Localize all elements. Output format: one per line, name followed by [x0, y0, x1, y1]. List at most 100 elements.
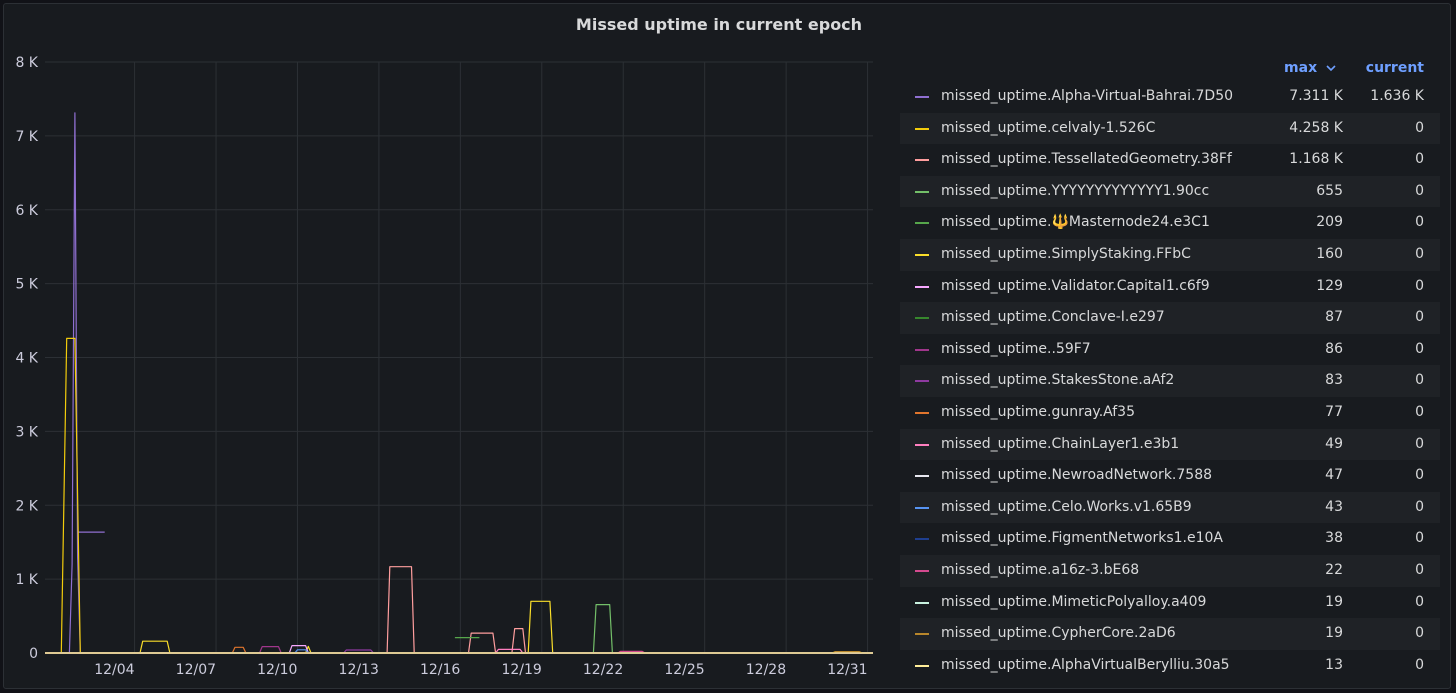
- legend-series-swatch[interactable]: [915, 127, 929, 130]
- legend-row[interactable]: missed_uptime.a16z-3.bE68 22 0: [900, 554, 1440, 587]
- legend-series-max: 160: [1316, 245, 1343, 262]
- legend-series-current: 0: [1415, 245, 1424, 262]
- legend-series-max: 49: [1325, 435, 1343, 452]
- legend-series-swatch[interactable]: [915, 411, 929, 414]
- legend-row[interactable]: missed_uptime.ChainLayer1.e3b1 49 0: [900, 428, 1440, 461]
- legend-series-name[interactable]: missed_uptime.a16z-3.bE68: [941, 561, 1140, 578]
- legend-row[interactable]: missed_uptime.StakesStone.aAf2 83 0: [900, 365, 1440, 397]
- legend-row[interactable]: missed_uptime.Validator.Capital1.c6f9 129…: [900, 271, 1440, 303]
- legend-row[interactable]: missed_uptime..59F7 86 0: [900, 334, 1440, 366]
- legend-header: max current: [900, 55, 1440, 81]
- x-tick-label: 12/28: [746, 662, 786, 678]
- legend-series-current: 0: [1415, 119, 1424, 136]
- legend-row[interactable]: missed_uptime.celvaly-1.526C 4.258 K 0: [900, 112, 1440, 145]
- legend-series-swatch[interactable]: [915, 443, 929, 446]
- legend-row[interactable]: missed_uptime.gunray.Af35 77 0: [900, 397, 1440, 429]
- legend-series-max: 7.311 K: [1289, 88, 1343, 104]
- legend-row[interactable]: missed_uptime.Alpha-Virtual-Bahrai.7D50 7…: [900, 81, 1440, 113]
- legend-series-current: 1.636 K: [1370, 88, 1424, 104]
- series-line[interactable]: [45, 603, 873, 654]
- legend-row[interactable]: missed_uptime.🔱Masternode24.e3C1 209 0: [900, 207, 1440, 239]
- series-line[interactable]: [45, 566, 873, 654]
- legend-series-swatch[interactable]: [915, 506, 929, 509]
- legend-series-current: 0: [1415, 403, 1424, 420]
- legend-row[interactable]: missed_uptime.YYYYYYYYYYYYY1.90cc 655 0: [900, 175, 1440, 208]
- x-tick-label: 12/13: [339, 662, 379, 678]
- x-tick-label: 12/19: [501, 662, 541, 678]
- legend-series-swatch[interactable]: [915, 190, 929, 193]
- legend-series-swatch[interactable]: [915, 222, 929, 225]
- legend-series-name[interactable]: missed_uptime.NewroadNetwork.7588: [941, 467, 1213, 484]
- legend-series-name[interactable]: missed_uptime.Validator.Capital1.c6f9: [941, 277, 1210, 294]
- legend-row[interactable]: missed_uptime.NewroadNetwork.7588 47 0: [900, 460, 1440, 492]
- legend-row[interactable]: missed_uptime.CypherCore.2aD6 19 0: [900, 618, 1440, 650]
- legend-series-current: 0: [1415, 214, 1424, 231]
- legend-series-swatch[interactable]: [915, 633, 929, 636]
- legend-series-name[interactable]: missed_uptime.FigmentNetworks1.e10A: [941, 530, 1223, 547]
- y-tick-label: 1 K: [15, 572, 38, 588]
- legend-series-name[interactable]: missed_uptime.TessellatedGeometry.38Ff: [941, 151, 1232, 168]
- legend-series-name[interactable]: missed_uptime.StakesStone.aAf2: [941, 372, 1175, 389]
- legend-series-name[interactable]: missed_uptime.YYYYYYYYYYYYY1.90cc: [941, 182, 1210, 199]
- legend-row[interactable]: missed_uptime.TessellatedGeometry.38Ff 1.…: [900, 144, 1440, 176]
- legend-series-swatch[interactable]: [915, 664, 929, 667]
- legend-row[interactable]: missed_uptime.Celo.Works.v1.65B9 43 0: [900, 491, 1440, 524]
- legend-series-swatch[interactable]: [915, 348, 929, 351]
- y-tick-label: 3 K: [15, 424, 38, 440]
- legend-series-swatch[interactable]: [915, 285, 929, 288]
- legend-series-name[interactable]: missed_uptime.celvaly-1.526C: [941, 119, 1156, 136]
- legend-row[interactable]: missed_uptime.SimplyStaking.FFbC 160 0: [900, 238, 1440, 271]
- legend-series-name[interactable]: missed_uptime.Celo.Works.v1.65B9: [941, 498, 1192, 515]
- legend-series-swatch[interactable]: [915, 317, 929, 320]
- legend-rows: missed_uptime.Alpha-Virtual-Bahrai.7D50 7…: [900, 81, 1440, 681]
- legend-row[interactable]: missed_uptime.MimeticPolyalloy.a409 19 0: [900, 587, 1440, 619]
- legend-row[interactable]: missed_uptime.Conclave-I.e297 87 0: [900, 302, 1440, 334]
- legend-series-name[interactable]: missed_uptime.Conclave-I.e297: [941, 309, 1165, 326]
- legend-series-name[interactable]: missed_uptime.CypherCore.2aD6: [941, 625, 1176, 642]
- legend-series-name[interactable]: missed_uptime..59F7: [941, 340, 1091, 357]
- x-tick-label: 12/22: [583, 662, 623, 678]
- legend-column-max[interactable]: max: [1284, 60, 1337, 76]
- legend-series-swatch[interactable]: [915, 475, 929, 478]
- legend-series-current: 0: [1415, 561, 1424, 578]
- legend-series-current: 0: [1415, 340, 1424, 357]
- legend-series-current: 0: [1415, 182, 1424, 199]
- legend-series-name[interactable]: missed_uptime.gunray.Af35: [941, 403, 1135, 420]
- legend-series-current: 0: [1415, 435, 1424, 452]
- x-tick-label: 12/04: [94, 662, 134, 678]
- legend-column-max-label: max: [1284, 60, 1318, 76]
- legend-series-name[interactable]: missed_uptime.AlphaVirtualBerylliu.30a5: [941, 656, 1230, 673]
- legend-series-max: 13: [1325, 656, 1343, 673]
- legend-series-swatch[interactable]: [915, 380, 929, 383]
- legend-series-swatch[interactable]: [915, 159, 929, 162]
- legend-series-name[interactable]: missed_uptime.ChainLayer1.e3b1: [941, 435, 1180, 452]
- legend-series-max: 129: [1316, 277, 1343, 294]
- legend-series-current: 0: [1415, 498, 1424, 515]
- legend-series-max: 38: [1325, 530, 1343, 547]
- series-line[interactable]: [45, 337, 873, 654]
- legend-series-name[interactable]: missed_uptime.MimeticPolyalloy.a409: [941, 593, 1207, 610]
- legend-series-swatch[interactable]: [915, 96, 929, 98]
- legend-column-current[interactable]: current: [1365, 60, 1424, 76]
- legend-series-max: 1.168 K: [1289, 151, 1343, 168]
- legend-series-swatch[interactable]: [915, 253, 929, 256]
- legend-series-max: 43: [1325, 498, 1343, 515]
- legend-series-current: 0: [1415, 467, 1424, 484]
- x-tick-label: 12/07: [176, 662, 216, 678]
- legend-row[interactable]: missed_uptime.FigmentNetworks1.e10A 38 0: [900, 523, 1440, 555]
- panel-title[interactable]: Missed uptime in current epoch: [575, 15, 863, 34]
- legend-series-swatch[interactable]: [915, 538, 929, 541]
- legend-series-max: 77: [1325, 403, 1343, 420]
- legend-series-name[interactable]: missed_uptime.SimplyStaking.FFbC: [941, 245, 1191, 262]
- legend-series-name[interactable]: missed_uptime.🔱Masternode24.e3C1: [941, 214, 1210, 231]
- series-line[interactable]: [45, 112, 298, 654]
- series-line[interactable]: [45, 600, 873, 654]
- y-tick-label: 2 K: [15, 498, 38, 514]
- legend-row[interactable]: missed_uptime.AlphaVirtualBerylliu.30a5 1…: [900, 650, 1440, 682]
- legend-series-swatch[interactable]: [915, 569, 929, 572]
- legend-series-name[interactable]: missed_uptime.Alpha-Virtual-Bahrai.7D50: [941, 88, 1234, 104]
- legend-series-max: 86: [1325, 340, 1343, 357]
- legend-series-max: 4.258 K: [1289, 119, 1343, 136]
- legend-series-swatch[interactable]: [915, 601, 929, 604]
- y-tick-label: 5 K: [15, 277, 38, 293]
